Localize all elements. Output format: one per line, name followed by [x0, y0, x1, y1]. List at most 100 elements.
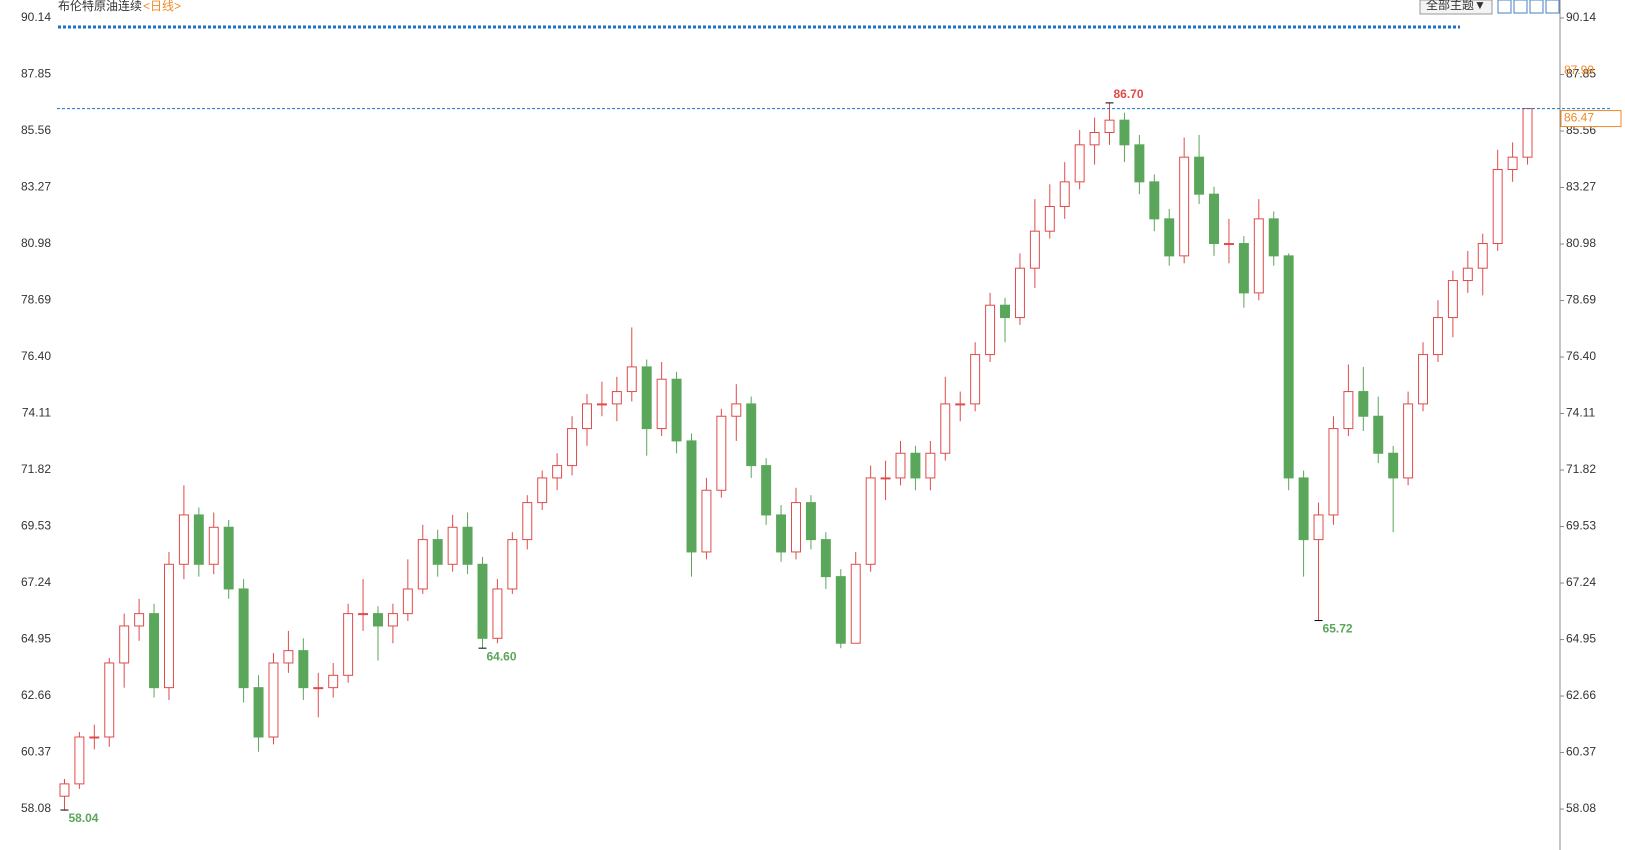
y2-tick-label: 80.98	[1566, 236, 1596, 250]
candle-body	[1418, 354, 1429, 405]
candle-body	[940, 403, 951, 454]
candle-body	[89, 736, 100, 739]
icon-button[interactable]	[1545, 0, 1560, 14]
candle-body	[895, 452, 906, 479]
candle-body	[955, 403, 966, 406]
y-tick-label: 90.14	[21, 10, 51, 24]
candle-body	[1014, 267, 1025, 319]
y2-tick-label: 64.95	[1566, 632, 1596, 646]
y-tick-label: 83.27	[21, 180, 51, 194]
y-tick-label: 78.69	[21, 293, 51, 307]
candle-body	[596, 403, 607, 406]
candle-body	[1477, 243, 1488, 269]
candle-body	[865, 477, 876, 565]
candle-body	[552, 465, 563, 479]
y2-tick-label: 83.27	[1566, 180, 1596, 194]
candle-body	[283, 650, 294, 664]
y2-tick-label: 74.11	[1566, 406, 1595, 420]
candle-body	[1388, 452, 1399, 479]
candle-body	[1447, 280, 1458, 319]
candle-body	[641, 366, 652, 430]
candle-body	[328, 674, 339, 689]
candle-body	[119, 625, 130, 664]
candle-body	[1253, 218, 1264, 294]
y2-tick-label: 78.69	[1566, 293, 1596, 307]
candle-body	[820, 539, 831, 578]
y-tick-label: 80.98	[21, 236, 51, 250]
candle-body	[761, 465, 772, 516]
candle-body	[417, 539, 428, 590]
candle-body	[1492, 169, 1503, 245]
candle-body	[343, 613, 354, 676]
y-tick-label: 60.37	[21, 745, 51, 759]
candle-body	[432, 539, 443, 565]
y-tick-label: 62.66	[21, 688, 51, 702]
candle-body	[805, 502, 816, 541]
y2-tick-label: 60.37	[1566, 745, 1596, 759]
candle-body	[746, 403, 757, 467]
candle-body	[1149, 181, 1160, 220]
candle-body	[149, 613, 160, 689]
candle-body	[925, 452, 936, 479]
extreme-label: 86.70	[1114, 87, 1144, 101]
candle-body	[387, 613, 398, 627]
y-tick-label: 87.85	[21, 67, 51, 81]
candle-body	[1029, 230, 1040, 269]
candle-body	[59, 783, 70, 797]
candle-body	[507, 539, 518, 590]
candle-body	[985, 304, 996, 356]
candle-body	[1432, 317, 1443, 356]
candle-body	[1089, 131, 1100, 146]
candle-body	[537, 477, 548, 504]
candle-body	[1522, 108, 1533, 158]
candle-body	[298, 650, 309, 689]
candle-body	[522, 502, 533, 541]
candle-body	[880, 477, 891, 480]
icon-button[interactable]	[1529, 0, 1544, 14]
y-tick-label: 64.95	[21, 632, 51, 646]
y2-tick-label: 67.24	[1566, 575, 1596, 589]
y-tick-label: 71.82	[21, 462, 51, 476]
period-label[interactable]: <日线>	[143, 0, 181, 13]
candle-body	[268, 662, 279, 738]
candle-body	[716, 415, 727, 491]
candle-body	[850, 563, 861, 644]
y-tick-label: 74.11	[22, 406, 51, 420]
candle-body	[656, 378, 667, 430]
candle-body	[1209, 193, 1219, 245]
candle-body	[1268, 218, 1279, 257]
candle-body	[1283, 255, 1294, 479]
candle-body	[910, 452, 921, 479]
candle-body	[835, 576, 846, 644]
candle-body	[178, 514, 189, 565]
candle-body	[477, 563, 488, 639]
y2-tick-label: 58.08	[1566, 801, 1596, 815]
y-tick-label: 69.53	[21, 519, 51, 533]
candle-body	[402, 588, 413, 615]
y2-tick-label: 76.40	[1566, 349, 1596, 363]
candle-body	[1000, 304, 1010, 319]
candle-body	[1164, 218, 1175, 257]
candle-body	[253, 687, 264, 738]
candle-body	[1343, 391, 1354, 430]
y-tick-label: 85.56	[21, 123, 51, 137]
candle-body	[74, 736, 85, 785]
theme-button[interactable]	[1419, 0, 1493, 15]
candle-body	[1179, 156, 1190, 257]
candle-body	[1328, 428, 1339, 516]
upper-price-label: 87.99	[1564, 63, 1594, 77]
y-tick-label: 58.08	[21, 801, 51, 815]
candle-body	[163, 563, 174, 689]
y2-tick-label: 87.85	[1566, 67, 1596, 81]
candle-body	[1044, 206, 1055, 232]
candle-body	[970, 354, 981, 405]
icon-button[interactable]	[1513, 0, 1528, 14]
candle-body	[1223, 243, 1234, 246]
candle-body	[208, 526, 219, 565]
icon-button[interactable]	[1497, 0, 1512, 14]
candle-body	[731, 403, 742, 417]
theme-button-label[interactable]: 全部主题▼	[1426, 0, 1486, 12]
candle-body	[492, 588, 503, 639]
candle-body	[1059, 181, 1070, 208]
